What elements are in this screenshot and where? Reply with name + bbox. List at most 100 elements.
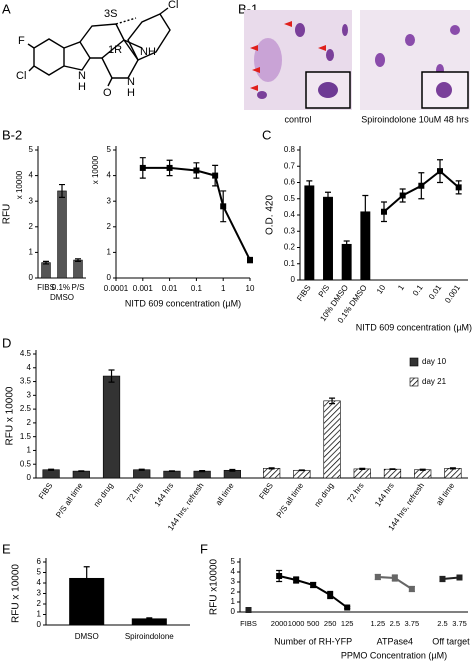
bar [383, 468, 402, 479]
group-label: Off target [432, 636, 470, 646]
x-tick-label: 1 [221, 284, 226, 293]
y-tick-label: 4 [29, 171, 34, 180]
y-axis-label: RFU x 10000 [11, 564, 22, 623]
error-bar [138, 468, 145, 471]
x-tick-label: Spiroindolone [125, 632, 174, 641]
x-tick-label: P/S all time [54, 481, 85, 520]
marker [220, 203, 227, 210]
y-tick-label: 0 [29, 273, 34, 282]
error-bar [389, 468, 396, 471]
y-tick-label: 2 [231, 587, 236, 596]
marker [391, 575, 398, 581]
y-tick-label: 0 [107, 273, 112, 282]
marker [381, 208, 387, 215]
marker [276, 573, 283, 579]
marker [139, 164, 146, 171]
y-tick-label: 1 [27, 446, 32, 455]
stereo-label: 3S [104, 8, 117, 20]
error-bar [449, 467, 456, 470]
error-bar [325, 191, 331, 203]
marker [374, 574, 381, 580]
bar [73, 259, 83, 279]
y-tick-label: 4 [37, 578, 42, 587]
axis-annotation: x 10000 [91, 155, 100, 184]
y-tick-label: 3 [37, 589, 42, 598]
micrograph [244, 10, 352, 110]
group-label: ATPase4 [377, 636, 413, 646]
line [142, 166, 251, 261]
panel-label: E [2, 541, 11, 556]
x-tick-label: 10 [375, 283, 388, 296]
bar [323, 400, 341, 479]
error-bar [268, 467, 275, 470]
x-tick-label: 2.5 [390, 619, 400, 628]
x-tick-label: DMSO [75, 632, 99, 641]
error-bar [48, 468, 55, 471]
y-tick-label: 0.2 [284, 243, 296, 252]
y-tick-label: 2 [29, 222, 34, 231]
y-tick-label: 5 [29, 145, 34, 154]
x-tick-label: 1000 [288, 619, 305, 628]
x-tick-label: FIBS [37, 481, 55, 501]
y-tick-label: 0.7 [284, 161, 296, 170]
x-tick-label: 0.1 [191, 284, 203, 293]
bar [444, 468, 462, 479]
error-bar [59, 183, 65, 198]
marker [327, 592, 334, 598]
x-tick-label: FIBS [240, 619, 257, 628]
y-tick-label: 0.6 [284, 178, 296, 187]
marker [437, 168, 443, 175]
x-axis-label: NITD 609 concentration (µM) [125, 298, 241, 308]
x-tick-label: 72 hrs [346, 481, 366, 504]
bar [304, 185, 315, 281]
error-bar [168, 470, 175, 472]
y-tick-label: 3 [29, 196, 34, 205]
legend-label: day 10 [422, 357, 447, 366]
panel-label: B-2 [2, 127, 22, 142]
y-axis-label: RFU x 10000 [5, 386, 16, 445]
atom-label: Cl [168, 0, 178, 11]
y-tick-label: 3 [27, 390, 32, 399]
marker [455, 184, 462, 191]
bar [41, 262, 51, 279]
atom-label: H [78, 81, 86, 93]
marker [293, 577, 300, 583]
legend-swatch [409, 377, 419, 387]
x-tick-label: 500 [307, 619, 320, 628]
y-tick-label: 5 [107, 145, 112, 154]
error-bar [419, 468, 426, 471]
error-bar [229, 468, 236, 472]
bar [323, 196, 333, 281]
y-tick-label: 1 [231, 597, 236, 606]
y-tick-label: 4 [27, 363, 32, 372]
error-bar [329, 397, 336, 405]
marker [399, 192, 406, 199]
group-label: Number of RH-YFP [274, 636, 352, 646]
error-bar [75, 258, 81, 262]
bar [72, 470, 90, 479]
y-tick-label: 4 [231, 567, 236, 576]
y-tick-label: 1 [29, 248, 34, 257]
x-tick-label: 3.75 [452, 619, 467, 628]
y-tick-label: 1 [107, 248, 112, 257]
y-tick-label: 1 [37, 610, 42, 619]
marker [418, 182, 425, 189]
panel-label: D [2, 335, 11, 350]
y-tick-label: 6 [37, 557, 42, 566]
stereo-label: 1R [108, 44, 122, 56]
x-tick-label: 1 [396, 283, 406, 292]
bar [353, 468, 371, 479]
x-tick-label: P/S all time [275, 481, 306, 520]
x-tick-label: 72 hrs [125, 481, 145, 504]
y-tick-label: 0.3 [284, 226, 296, 235]
atom-label: N [127, 76, 135, 88]
x-axis-label: PPMO Concentration (µM) [341, 650, 447, 660]
y-tick-label: 3.5 [20, 377, 32, 386]
error-bar [43, 260, 49, 265]
y-axis-label: RFU [2, 204, 13, 225]
legend-label: day 21 [422, 377, 447, 386]
x-tick-label: 144 hrs [153, 481, 176, 508]
bar [133, 469, 151, 479]
x-tick-label: no drug [312, 481, 335, 508]
y-tick-label: 2 [37, 599, 42, 608]
